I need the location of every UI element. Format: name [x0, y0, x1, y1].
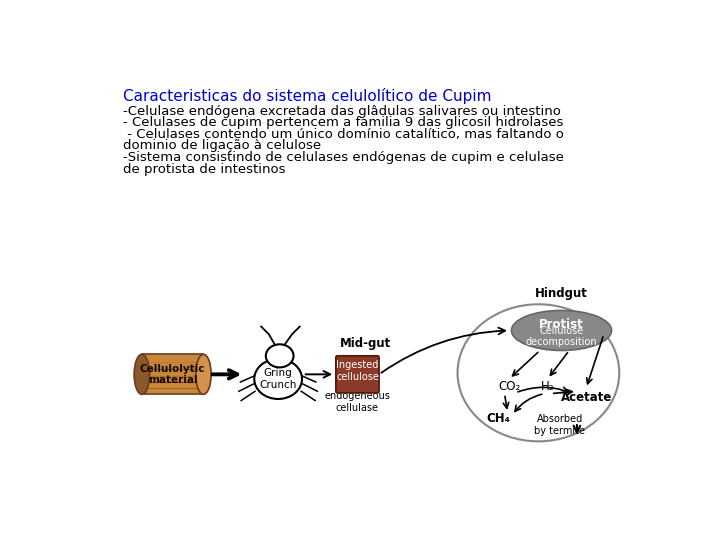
- Ellipse shape: [196, 354, 211, 394]
- Text: Mid-gut: Mid-gut: [340, 337, 391, 350]
- Bar: [142, 354, 204, 394]
- Text: - Celulases de cupim pertencem a familia 9 das glicosil hidrolases: - Celulases de cupim pertencem a familia…: [122, 117, 563, 130]
- Text: Hindgut: Hindgut: [535, 287, 588, 300]
- Text: -Sistema consistindo de celulases endógenas de cupim e celulase: -Sistema consistindo de celulases endóge…: [122, 151, 564, 164]
- Text: Protist: Protist: [539, 318, 584, 331]
- Text: Absorbed
by termite: Absorbed by termite: [534, 414, 585, 436]
- Text: H₂: H₂: [541, 380, 554, 393]
- Text: Acetate: Acetate: [560, 391, 612, 404]
- Ellipse shape: [457, 304, 619, 441]
- Text: Gring
Crunch: Gring Crunch: [259, 368, 297, 390]
- Text: Ingested
cellulose: Ingested cellulose: [336, 361, 379, 382]
- Ellipse shape: [266, 345, 294, 367]
- Text: -Celulase endógena excretada das glâdulas salivares ou intestino: -Celulase endógena excretada das glâdula…: [122, 105, 560, 118]
- Text: endogeneous
cellulase: endogeneous cellulase: [325, 392, 390, 413]
- Text: de protista de intestinos: de protista de intestinos: [122, 163, 285, 176]
- Text: dominio de ligação à celulose: dominio de ligação à celulose: [122, 139, 320, 152]
- Text: CH₄: CH₄: [487, 413, 510, 426]
- Ellipse shape: [254, 359, 302, 399]
- Text: Cellulolytic
material: Cellulolytic material: [140, 363, 205, 385]
- Text: Caracteristicas do sistema celulolítico de Cupim: Caracteristicas do sistema celulolítico …: [122, 88, 491, 104]
- Text: Cellulose
decomposition: Cellulose decomposition: [526, 326, 598, 347]
- Ellipse shape: [134, 354, 150, 394]
- Ellipse shape: [511, 310, 611, 350]
- FancyBboxPatch shape: [336, 356, 379, 393]
- Text: - Celulases contendo um único domínio catalítico, mas faltando o: - Celulases contendo um único domínio ca…: [122, 128, 564, 141]
- Text: CO₂: CO₂: [498, 380, 521, 393]
